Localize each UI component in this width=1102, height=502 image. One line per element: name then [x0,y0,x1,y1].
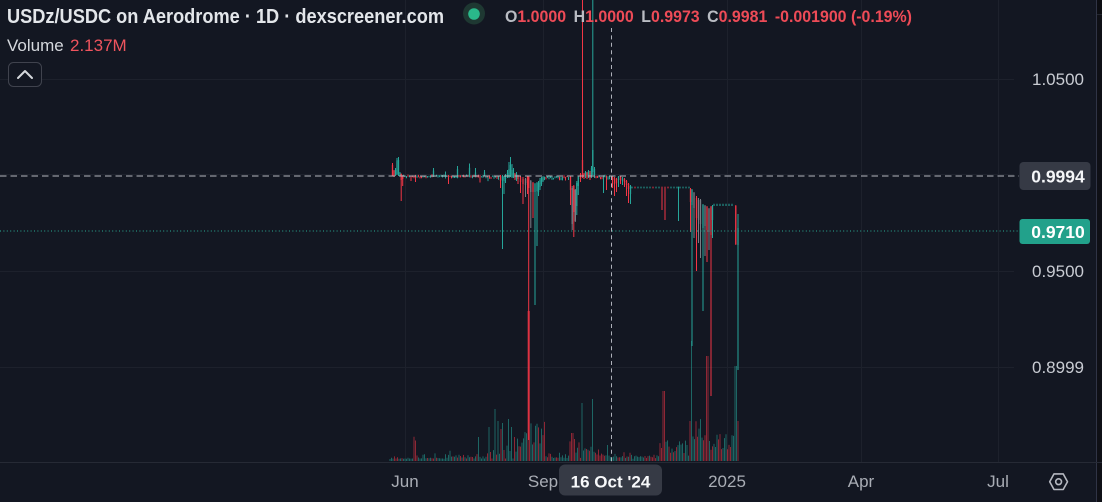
svg-text:2.137M: 2.137M [70,36,127,55]
svg-text:Apr: Apr [848,472,875,491]
svg-text:0.9710: 0.9710 [1031,222,1085,242]
svg-text:1.0500: 1.0500 [1032,70,1084,89]
svg-text:Sep: Sep [528,472,558,491]
svg-text:Volume: Volume [7,36,64,55]
svg-text:Jul: Jul [987,472,1009,491]
svg-text:2025: 2025 [708,472,746,491]
svg-text:0.8999: 0.8999 [1032,358,1084,377]
svg-text:0.9994: 0.9994 [1031,167,1085,187]
svg-text:USDz/USDC on Aerodrome · 1D ·: USDz/USDC on Aerodrome · 1D · dexscreene… [7,6,444,28]
svg-text:0.9500: 0.9500 [1032,262,1084,281]
svg-text:16 Oct '24: 16 Oct '24 [571,473,651,492]
svg-text:Jun: Jun [391,472,418,491]
